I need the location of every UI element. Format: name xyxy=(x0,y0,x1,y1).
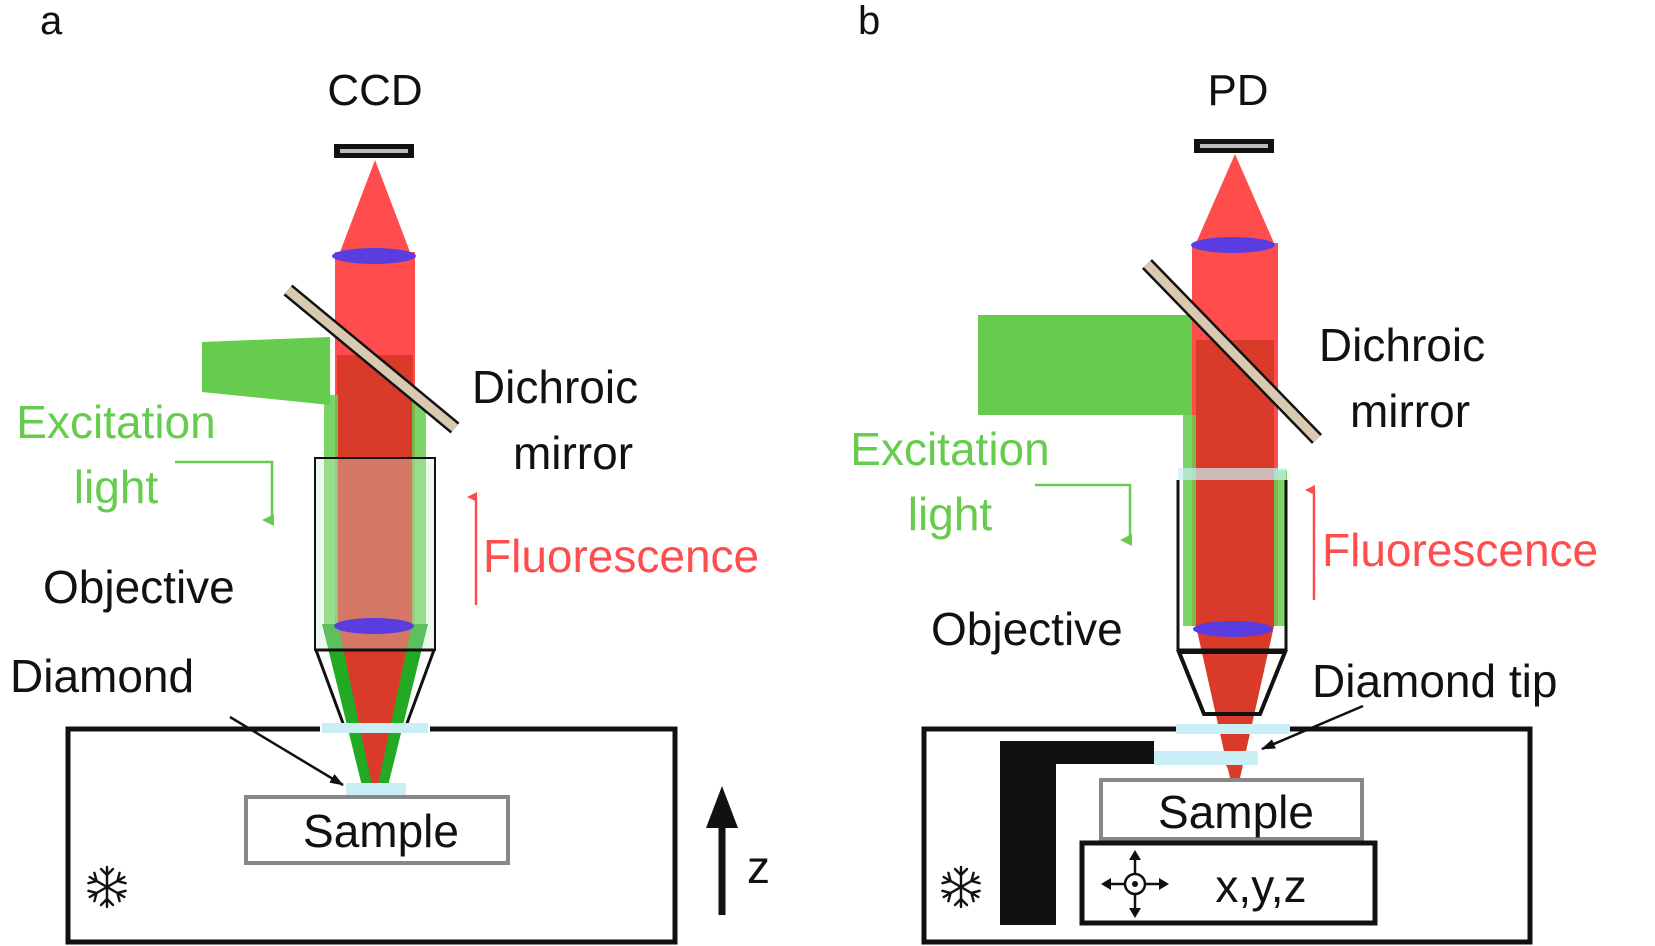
excitation-label-line1: Excitation xyxy=(16,396,215,448)
excitation-label-line1-b: Excitation xyxy=(850,423,1049,475)
stage-axis-label-a: z xyxy=(747,841,770,893)
window-a xyxy=(322,723,428,733)
objective-lens xyxy=(334,618,414,634)
mirror-label-line2-b: mirror xyxy=(1350,385,1470,437)
fluorescence-label-b: Fluorescence xyxy=(1322,524,1598,576)
panel-a: a CCD Sample Dichroic xyxy=(10,0,770,945)
diamond-tip xyxy=(1154,751,1258,765)
fluorescence-cone-lower xyxy=(338,624,412,790)
fluorescence-beam-lower xyxy=(337,355,413,624)
cryostat-box-b xyxy=(921,726,1533,945)
sample-box-a xyxy=(244,795,510,865)
diamond-tip-pointer xyxy=(1261,704,1364,751)
excitation-beam-input xyxy=(202,337,330,405)
window-b xyxy=(1176,724,1290,734)
excitation-beam-input-b xyxy=(978,315,1196,415)
xyz-stage-icon xyxy=(1101,850,1169,918)
fluorescence-label: Fluorescence xyxy=(483,530,759,582)
dichroic-mirror xyxy=(285,286,458,432)
sample-label-b: Sample xyxy=(1158,786,1314,838)
objective-lens-b xyxy=(1193,621,1273,637)
tube-lens-b xyxy=(1191,237,1275,253)
detector-label: CCD xyxy=(327,66,422,115)
up-arrow-icon xyxy=(706,786,738,828)
mirror-label-line1: Dichroic xyxy=(472,361,638,413)
fluorescence-cone-top xyxy=(340,160,410,252)
excitation-label-line2: light xyxy=(74,461,159,513)
tip-holder xyxy=(1000,741,1154,925)
mirror-label-line1-b: Dichroic xyxy=(1319,319,1485,371)
objective-body xyxy=(314,457,436,651)
objective-label-b: Objective xyxy=(931,603,1123,655)
snowflake-icon xyxy=(941,865,981,909)
objective-nose-b xyxy=(1176,650,1288,716)
panel-b: b PD Sample xyxy=(850,0,1598,945)
diamond-label: Diamond xyxy=(10,650,194,702)
sample-box-b xyxy=(1099,778,1364,841)
detector-label: PD xyxy=(1207,66,1268,115)
excitation-arrow xyxy=(175,460,274,526)
sample-label-a: Sample xyxy=(303,805,459,857)
tube-lens xyxy=(332,248,416,264)
excitation-arrow-b xyxy=(1035,483,1132,546)
diamond-tip-label: Diamond tip xyxy=(1312,655,1557,707)
cryostat-box xyxy=(65,726,678,945)
diamond-pointer xyxy=(229,715,344,787)
panel-a-label: a xyxy=(40,0,63,43)
objective-label: Objective xyxy=(43,561,235,613)
fluorescence-cone-top-b xyxy=(1196,154,1274,243)
mirror-label-line2: mirror xyxy=(513,427,633,479)
dichroic-mirror-b xyxy=(1143,260,1321,443)
stage-axis-label-b: x,y,z xyxy=(1215,860,1306,912)
panel-b-label: b xyxy=(858,0,880,43)
diamond-a xyxy=(346,783,406,795)
fluorescence-cone-lower-b xyxy=(1196,626,1274,778)
snowflake-icon xyxy=(87,865,127,909)
excitation-label-line2-b: light xyxy=(908,488,993,540)
